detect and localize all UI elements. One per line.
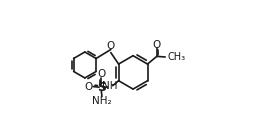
- Text: O: O: [97, 69, 105, 79]
- Text: O: O: [152, 40, 160, 50]
- Text: NH: NH: [102, 81, 118, 91]
- Text: O: O: [84, 82, 92, 92]
- Text: CH₃: CH₃: [167, 52, 185, 62]
- Text: O: O: [106, 41, 115, 51]
- Text: NH₂: NH₂: [92, 96, 111, 106]
- Text: S: S: [97, 81, 105, 94]
